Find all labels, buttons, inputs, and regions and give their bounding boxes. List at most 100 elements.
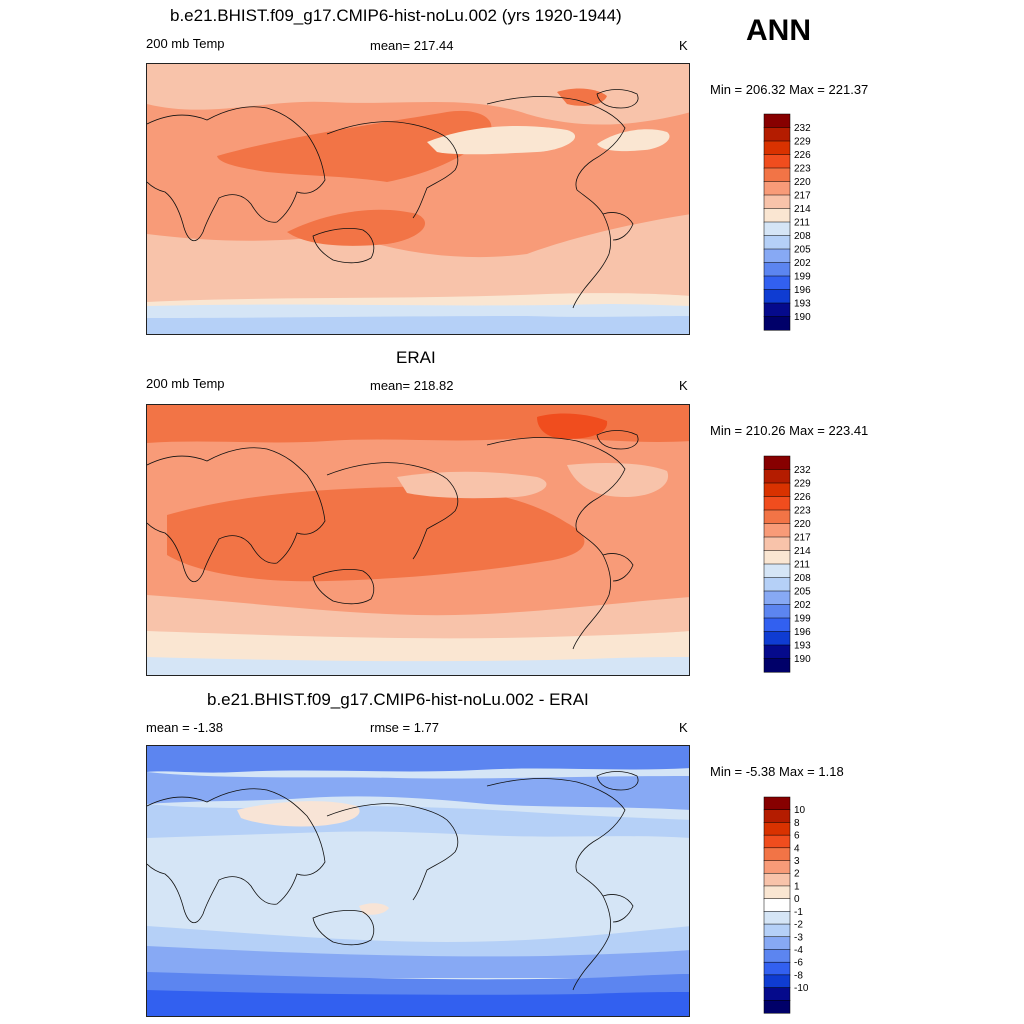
colorbar-2-swatch-11: [763, 604, 791, 619]
map-1-contour-220-south: [287, 209, 426, 246]
map-3-contour-neg2-north: [147, 772, 689, 810]
map-1-contour-214: [427, 126, 576, 155]
colorbar-3-label-6: 1: [794, 881, 800, 892]
panel-3-minmax: Min = -5.38 Max = 1.18: [710, 764, 844, 779]
colorbar-2-swatch-2: [763, 482, 791, 498]
panel-1-map: [146, 63, 690, 335]
colorbar-2-swatch-15: [763, 658, 791, 673]
colorbar-2-label-14: 190: [794, 654, 811, 665]
colorbar-3-label-13: -8: [794, 970, 803, 981]
colorbar-2-label-0: 232: [794, 465, 811, 476]
map-2-contour-211-south: [147, 657, 689, 675]
map-3-contour-pos-asia: [237, 801, 360, 827]
colorbar-3-label-0: 10: [794, 805, 806, 816]
colorbar-1-label-3: 223: [794, 164, 811, 175]
panel-3-colorbar: 10 8 6 4 3 2 1 0 -1 -2 -3 -4 -6 -8 -10: [763, 796, 809, 1014]
colorbar-1-swatch-8: [763, 221, 791, 237]
colorbar-3-swatch-10: [763, 923, 791, 938]
colorbar-1-label-7: 211: [794, 218, 810, 229]
colorbar-3-label-10: -3: [794, 932, 803, 943]
colorbar-3-swatch-14: [763, 974, 791, 989]
colorbar-3-swatch-11: [763, 936, 791, 951]
colorbar-3-label-1: 8: [794, 818, 800, 829]
panel-2-title: ERAI: [396, 348, 436, 367]
panel-2-map: [146, 404, 690, 676]
map-3-contour-neg4-south: [147, 990, 689, 1016]
colorbar-3-label-9: -2: [794, 920, 803, 931]
colorbar-1-label-5: 217: [794, 191, 811, 202]
colorbar-1-label-8: 208: [794, 231, 811, 242]
map-1-coastlines: [147, 89, 639, 309]
colorbar-1-swatch-1: [763, 127, 791, 142]
colorbar-3-label-2: 6: [794, 831, 800, 842]
colorbar-3-label-14: -10: [794, 983, 809, 994]
colorbar-2-label-10: 202: [794, 600, 811, 611]
colorbar-1-swatch-14: [763, 302, 791, 318]
colorbar-3-swatch-1: [763, 809, 791, 823]
map-2-contour-217-atlantic: [567, 463, 669, 497]
colorbar-1-swatch-6: [763, 194, 791, 210]
colorbar-2-label-2: 226: [794, 492, 811, 503]
colorbar-3-label-5: 2: [794, 869, 800, 880]
colorbar-1-swatch-15: [763, 316, 791, 331]
map-1-contour-211-south: [147, 304, 689, 318]
map-3-contour-pos-tropics: [359, 903, 389, 915]
map-3-coastlines: [147, 771, 639, 991]
colorbar-3-label-3: 4: [794, 843, 800, 854]
colorbar-2-swatch-1: [763, 469, 791, 484]
colorbar-3-swatch-15: [763, 987, 791, 1001]
colorbar-3-label-12: -6: [794, 958, 803, 969]
colorbar-1-swatch-12: [763, 275, 791, 291]
colorbar-2-label-9: 205: [794, 587, 811, 598]
map-3-contour-neg1-south: [147, 926, 689, 958]
map-1-contour-220: [217, 110, 492, 182]
colorbar-2-swatch-9: [763, 577, 791, 592]
colorbar-3-swatch-2: [763, 822, 791, 836]
map-3-contour-neg3-north: [147, 746, 689, 773]
colorbar-2-swatch-10: [763, 590, 791, 606]
colorbar-1-label-13: 193: [794, 299, 811, 310]
colorbar-1-label-2: 226: [794, 150, 811, 161]
map-2-contour-220-north: [147, 405, 689, 443]
colorbar-2-swatch-4: [763, 509, 791, 525]
colorbar-1-label-10: 202: [794, 258, 811, 269]
colorbar-1-label-12: 196: [794, 285, 811, 296]
map-2-contour-217-east: [397, 471, 547, 499]
colorbar-2-label-5: 217: [794, 533, 811, 544]
colorbar-1-swatch-10: [763, 248, 791, 264]
colorbar-1-swatch-0: [763, 113, 791, 129]
colorbar-3-swatch-9: [763, 911, 791, 925]
colorbar-1-label-11: 199: [794, 272, 811, 283]
colorbar-3-swatch-12: [763, 949, 791, 963]
panel-3-rmse-label: rmse = 1.77: [370, 720, 440, 735]
colorbar-3-swatch-7: [763, 885, 791, 900]
panel-1-mean-label: mean= 217.44: [370, 38, 454, 53]
colorbar-3-swatch-5: [763, 860, 791, 874]
map-1-contour-214-east: [597, 129, 670, 152]
colorbar-2-label-8: 208: [794, 573, 811, 584]
panel-2-minmax: Min = 210.26 Max = 223.41: [710, 423, 869, 438]
colorbar-1-label-1: 229: [794, 137, 811, 148]
panel-1-units: K: [679, 38, 688, 53]
map-2-coastlines: [147, 430, 639, 650]
colorbar-1-swatch-2: [763, 140, 791, 156]
colorbar-1-swatch-9: [763, 235, 791, 250]
colorbar-3-label-11: -4: [794, 945, 803, 956]
colorbar-3-swatch-0: [763, 796, 791, 811]
colorbar-2-label-11: 199: [794, 614, 811, 625]
colorbar-2-swatch-12: [763, 617, 791, 633]
colorbar-1-label-4: 220: [794, 177, 811, 188]
colorbar-2-swatch-6: [763, 536, 791, 552]
colorbar-2-swatch-0: [763, 455, 791, 471]
colorbar-2-label-12: 196: [794, 627, 811, 638]
colorbar-3-swatch-4: [763, 847, 791, 862]
panel-2-variable-label: 200 mb Temp: [146, 376, 225, 391]
colorbar-1-swatch-13: [763, 289, 791, 304]
map-1-contour-220-arctic: [557, 88, 607, 106]
colorbar-2-swatch-13: [763, 631, 791, 646]
panel-1-minmax: Min = 206.32 Max = 221.37: [710, 82, 869, 97]
colorbar-3-swatch-8: [763, 898, 791, 912]
colorbar-3-swatch-16: [763, 1000, 791, 1014]
panel-3-units: K: [679, 720, 688, 735]
panel-1-colorbar: 232 229 226 223 220 217 214 211 208 205 202 199 196 1…: [763, 113, 811, 331]
